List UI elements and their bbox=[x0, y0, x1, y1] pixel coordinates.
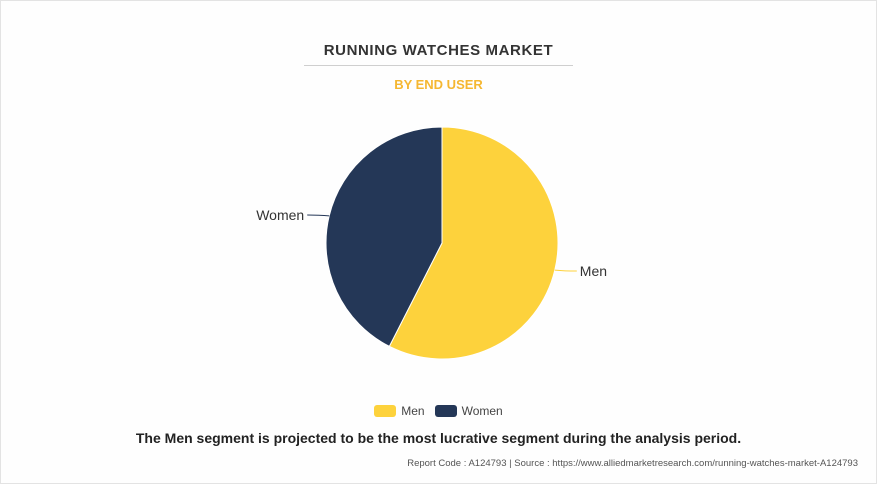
chart-legend: Men Women bbox=[0, 404, 877, 418]
report-code: Report Code : A124793 bbox=[407, 458, 507, 469]
legend-label-men: Men bbox=[401, 404, 425, 418]
legend-label-women: Women bbox=[461, 404, 503, 418]
pie-slice-men[interactable] bbox=[388, 126, 559, 360]
footer-separator: | bbox=[509, 458, 512, 469]
chart-caption: The Men segment is projected to be the m… bbox=[135, 430, 742, 446]
title-divider bbox=[304, 65, 573, 66]
slice-label-men: Men bbox=[580, 263, 607, 279]
chart-subtitle: BY END USER bbox=[394, 77, 483, 92]
leader-line-men bbox=[554, 269, 577, 272]
legend-swatch-women bbox=[434, 405, 457, 417]
legend-swatch-men bbox=[374, 405, 397, 417]
chart-title: RUNNING WATCHES MARKET bbox=[323, 42, 554, 59]
legend-item-men[interactable]: Men bbox=[374, 404, 425, 418]
source-link[interactable]: Source : https://www.alliedmarketresearc… bbox=[514, 458, 858, 469]
legend-item-women[interactable]: Women bbox=[434, 404, 503, 418]
slice-label-women: Women bbox=[256, 207, 304, 223]
source-footer: Report Code : A124793 | Source : https:/… bbox=[407, 458, 858, 469]
pie-slice-women[interactable] bbox=[325, 126, 443, 348]
leader-line-women bbox=[307, 214, 330, 217]
